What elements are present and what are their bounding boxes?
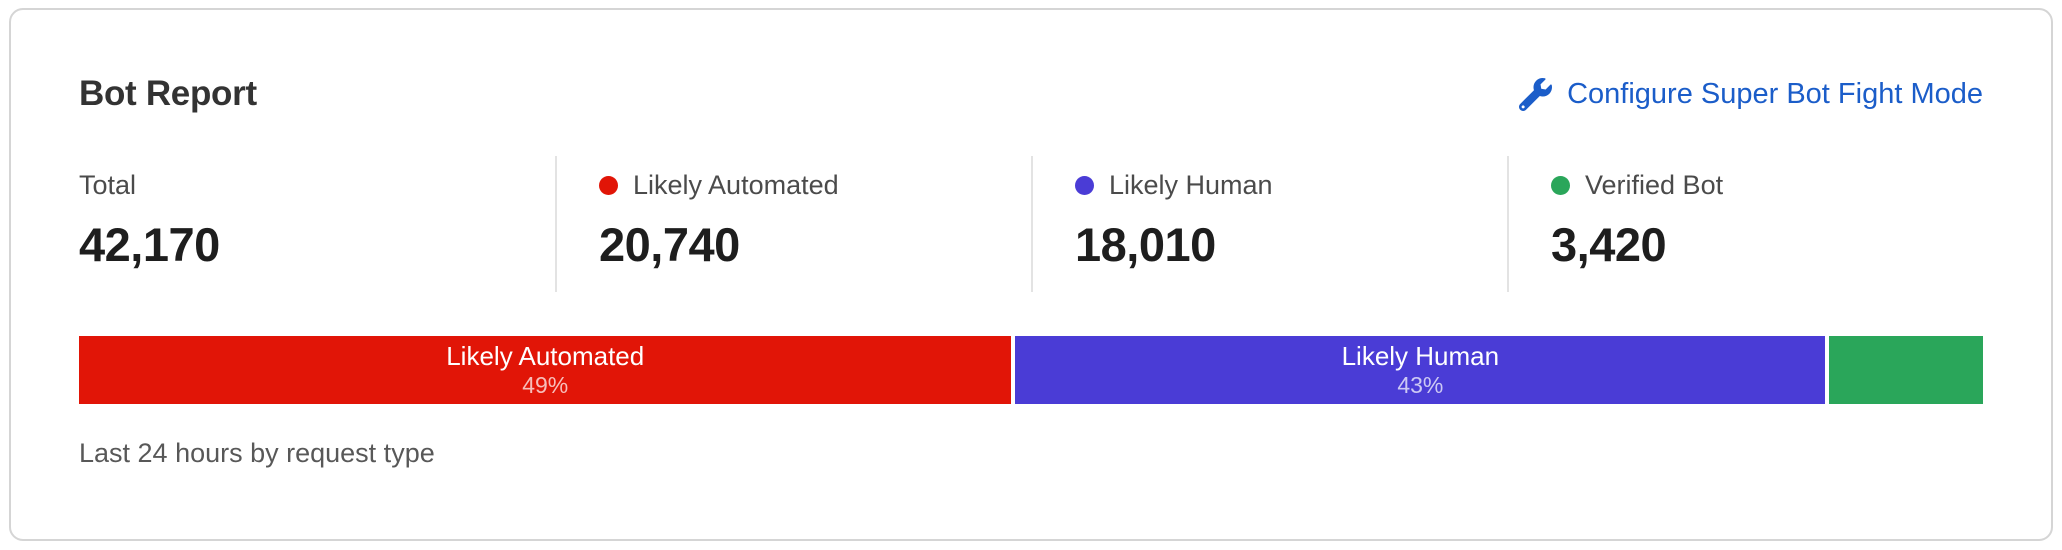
stat-label-row: Likely Human bbox=[1075, 170, 1487, 201]
configure-super-bot-fight-mode-link[interactable]: Configure Super Bot Fight Mode bbox=[1519, 78, 1983, 111]
card-header: Bot Report Configure Super Bot Fight Mod… bbox=[11, 10, 2051, 114]
bar-segment-label: Likely Human bbox=[1341, 341, 1500, 371]
stat-label: Verified Bot bbox=[1585, 170, 1724, 200]
bar-segment-likely-automated[interactable]: Likely Automated 49% bbox=[79, 336, 1012, 404]
page-title: Bot Report bbox=[79, 74, 257, 113]
stat-likely-human: Likely Human 18,010 bbox=[1031, 156, 1507, 292]
stacked-bar-chart: Likely Automated 49% Likely Human 43% bbox=[79, 336, 1983, 404]
stat-label: Total bbox=[79, 170, 137, 200]
stat-value: 3,420 bbox=[1551, 218, 1667, 271]
bar-segment-verified-bot[interactable] bbox=[1829, 336, 1983, 404]
stats-row: Total 42,170 Likely Automated 20,740 Likely … bbox=[79, 156, 1983, 292]
legend-dot-icon bbox=[1075, 176, 1094, 195]
stat-label: Likely Human bbox=[1109, 170, 1273, 200]
stat-label-row: Likely Automated bbox=[599, 170, 1011, 201]
bar-segment-label: Likely Automated bbox=[446, 341, 645, 371]
stat-value: 20,740 bbox=[599, 218, 740, 271]
legend-dot-icon bbox=[1551, 176, 1570, 195]
stat-total: Total 42,170 bbox=[79, 156, 555, 292]
stat-verified-bot: Verified Bot 3,420 bbox=[1507, 156, 1983, 292]
chart-caption: Last 24 hours by request type bbox=[79, 438, 435, 468]
bar-segment-percent: 49% bbox=[522, 372, 569, 398]
stat-value: 18,010 bbox=[1075, 218, 1216, 271]
stat-label: Likely Automated bbox=[633, 170, 839, 200]
stat-label-row: Verified Bot bbox=[1551, 170, 1963, 201]
stat-value: 42,170 bbox=[79, 218, 220, 271]
bar-segment-percent: 43% bbox=[1397, 372, 1444, 398]
bot-report-card: Bot Report Configure Super Bot Fight Mod… bbox=[9, 8, 2053, 541]
legend-dot-icon bbox=[599, 176, 618, 195]
stat-label-row: Total bbox=[79, 170, 535, 201]
configure-link-label: Configure Super Bot Fight Mode bbox=[1567, 77, 1983, 110]
stat-likely-automated: Likely Automated 20,740 bbox=[555, 156, 1031, 292]
wrench-icon bbox=[1519, 77, 1553, 111]
bar-segment-likely-human[interactable]: Likely Human 43% bbox=[1015, 336, 1826, 404]
